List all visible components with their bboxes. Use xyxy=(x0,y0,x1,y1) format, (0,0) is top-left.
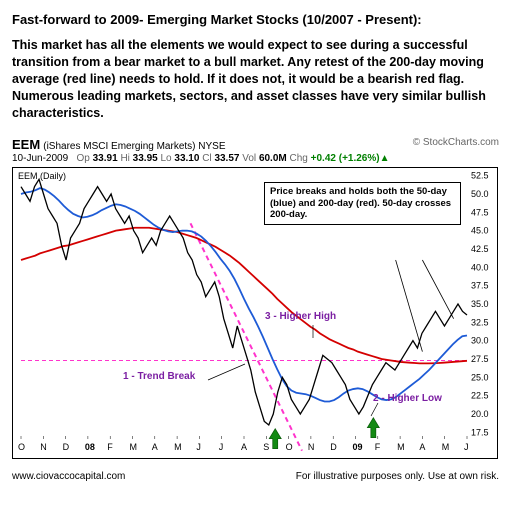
svg-text:J: J xyxy=(219,442,224,452)
svg-text:A: A xyxy=(152,442,158,452)
svg-text:F: F xyxy=(107,442,113,452)
svg-text:30.0: 30.0 xyxy=(471,336,489,346)
close-label: Cl xyxy=(202,153,211,164)
svg-text:S: S xyxy=(263,442,269,452)
svg-text:N: N xyxy=(308,442,315,452)
svg-text:F: F xyxy=(375,442,381,452)
svg-text:35.0: 35.0 xyxy=(471,299,489,309)
price-chart: EEM (Daily) 17.5 20.0 22.5 25.0 27.5 30.0 32.5… xyxy=(12,167,498,459)
svg-text:40.0: 40.0 xyxy=(471,263,489,273)
svg-text:J: J xyxy=(196,442,201,452)
close-val: 33.57 xyxy=(214,153,239,164)
svg-text:25.0: 25.0 xyxy=(471,373,489,383)
svg-text:O: O xyxy=(18,442,25,452)
footer: www.ciovaccocapital.com For illustrative… xyxy=(12,471,499,482)
svg-text:37.5: 37.5 xyxy=(471,281,489,291)
callout-box: Price breaks and holds both the 50-day (… xyxy=(264,182,461,224)
page-title: Fast-forward to 2009- Emerging Market St… xyxy=(12,12,499,27)
svg-text:D: D xyxy=(63,442,70,452)
svg-text:27.5: 27.5 xyxy=(471,354,489,364)
chart-header: EEM (iShares MSCI Emerging Markets) NYSE… xyxy=(12,137,499,164)
svg-text:N: N xyxy=(40,442,47,452)
vol-label: Vol xyxy=(242,153,256,164)
svg-text:32.5: 32.5 xyxy=(471,318,489,328)
low-val: 33.10 xyxy=(174,153,199,164)
annot-higher-high: 3 - Higher High xyxy=(265,311,336,322)
vol-val: 60.0M xyxy=(259,153,287,164)
svg-text:A: A xyxy=(241,442,247,452)
svg-text:M: M xyxy=(442,442,450,452)
ticker-desc: (iShares MSCI Emerging Markets) NYSE xyxy=(43,141,225,152)
ticker-symbol: EEM xyxy=(12,137,40,152)
quote-date: 10-Jun-2009 xyxy=(12,153,68,164)
svg-text:J: J xyxy=(464,442,469,452)
svg-text:09: 09 xyxy=(353,442,363,452)
svg-text:08: 08 xyxy=(85,442,95,452)
svg-text:50.0: 50.0 xyxy=(471,189,489,199)
svg-text:A: A xyxy=(419,442,425,452)
svg-text:O: O xyxy=(286,442,293,452)
footer-left: www.ciovaccocapital.com xyxy=(12,471,125,482)
annot-higher-low: 2 - Higher Low xyxy=(373,393,442,404)
intro-paragraph: This market has all the elements we woul… xyxy=(12,37,499,121)
svg-text:45.0: 45.0 xyxy=(471,226,489,236)
chg-val: +0.42 (+1.26%) xyxy=(311,153,380,164)
svg-text:M: M xyxy=(130,442,138,452)
svg-text:D: D xyxy=(330,442,337,452)
high-val: 33.95 xyxy=(133,153,158,164)
brand-label: © StockCharts.com xyxy=(413,137,499,148)
open-label: Op xyxy=(77,153,90,164)
annot-trend-break: 1 - Trend Break xyxy=(123,371,195,382)
high-label: Hi xyxy=(120,153,129,164)
open-val: 33.91 xyxy=(93,153,118,164)
low-label: Lo xyxy=(160,153,171,164)
svg-text:20.0: 20.0 xyxy=(471,409,489,419)
svg-text:47.5: 47.5 xyxy=(471,208,489,218)
svg-text:M: M xyxy=(174,442,182,452)
svg-text:M: M xyxy=(397,442,405,452)
svg-text:52.5: 52.5 xyxy=(471,171,489,181)
up-arrow-icon: ▲ xyxy=(380,153,390,164)
footer-right: For illustrative purposes only. Use at o… xyxy=(296,471,499,482)
svg-text:22.5: 22.5 xyxy=(471,391,489,401)
svg-text:42.5: 42.5 xyxy=(471,244,489,254)
chg-label: Chg xyxy=(290,153,308,164)
svg-text:17.5: 17.5 xyxy=(471,428,489,438)
chart-series-label: EEM (Daily) xyxy=(18,171,66,181)
